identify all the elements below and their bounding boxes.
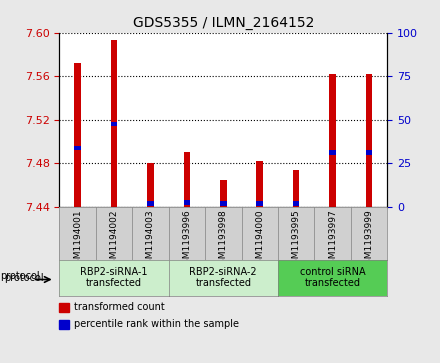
Text: GSM1194000: GSM1194000 [255,209,264,270]
Bar [329,74,336,207]
Bar [366,74,372,207]
Text: percentile rank within the sample: percentile rank within the sample [74,319,239,329]
Bar [293,170,300,207]
Text: GSM1193999: GSM1193999 [364,209,374,270]
Text: control siRNA
transfected: control siRNA transfected [300,267,365,289]
Text: protocol: protocol [4,273,44,283]
Text: RBP2-siRNA-1
transfected: RBP2-siRNA-1 transfected [80,267,148,289]
Text: RBP2-siRNA-2
transfected: RBP2-siRNA-2 transfected [190,267,257,289]
Title: GDS5355 / ILMN_2164152: GDS5355 / ILMN_2164152 [132,16,314,30]
Text: transformed count: transformed count [74,302,165,312]
Bar [147,163,154,207]
Bar [220,201,227,206]
Bar [293,201,300,206]
Bar [74,63,81,207]
Bar [147,201,154,206]
Bar [59,320,69,329]
Bar [59,303,69,312]
Bar [220,180,227,207]
Text: GSM1193995: GSM1193995 [292,209,301,270]
Text: GSM1194001: GSM1194001 [73,209,82,270]
Bar [111,40,117,207]
Bar [257,161,263,207]
Bar [366,150,372,155]
Bar [257,201,263,206]
Bar [329,150,336,155]
Bar [111,122,117,126]
Text: protocol: protocol [0,271,40,281]
Bar [183,200,190,205]
Bar [74,146,81,150]
Text: GSM1193998: GSM1193998 [219,209,228,270]
Text: GSM1194003: GSM1194003 [146,209,155,270]
Text: GSM1193997: GSM1193997 [328,209,337,270]
Text: GSM1193996: GSM1193996 [182,209,191,270]
Bar [183,152,190,207]
Text: GSM1194002: GSM1194002 [110,209,118,270]
